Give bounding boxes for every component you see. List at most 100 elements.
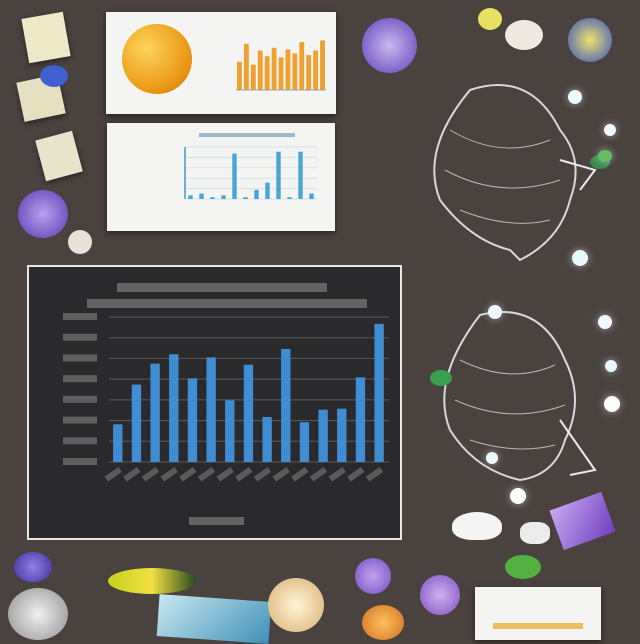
purple-flower-icon-bottom [355,558,391,594]
small-bar [221,195,226,199]
main-x-tick-placeholder [160,467,178,482]
main-bar [206,357,216,462]
white-gem-icon-2 [604,124,616,136]
document-stripe [493,623,583,629]
wireframe-bird-icon-top [433,84,597,262]
main-x-tick-placeholder [328,467,346,482]
small-bar [287,197,292,199]
orange-bar [285,49,291,90]
main-y-tick-placeholder [63,437,97,445]
purple-flower-icon-left [18,190,68,238]
small-bar [188,195,193,199]
white-gem-icon-9 [510,488,526,504]
green-leaf-icon-right [505,555,541,579]
orange-bar [292,53,298,90]
skull-icon [68,230,92,254]
main-y-tick-placeholder [63,313,97,320]
main-x-tick-placeholder [197,467,216,482]
orange-bar [237,61,242,90]
main-y-tick-placeholder [63,395,97,403]
main-x-tick-placeholder [123,467,141,482]
green-gem-icon [598,150,612,162]
banana-icon [108,568,196,594]
white-gem-icon-3 [572,250,588,266]
main-x-tick-placeholder [179,467,197,482]
main-bar [113,424,123,462]
main-x-tick-placeholder [104,467,122,482]
white-gem-icon-5 [598,315,612,329]
main-x-tick-placeholder [365,467,384,482]
wireframe-bird-icon-bottom [443,311,597,482]
white-gem-icon-7 [604,396,620,412]
main-y-tick-placeholder [63,375,97,383]
white-gem-icon-6 [605,360,617,372]
main-bar [225,400,235,462]
main-x-tick-placeholder [253,467,272,482]
middle-card [107,123,335,231]
top-card [106,12,336,114]
small-bar [210,197,215,199]
small-bar [243,197,248,199]
main-bar [374,323,384,462]
orange-bar [306,55,312,90]
small-card-top-left [21,11,71,64]
orange-bar [320,40,325,90]
orange-bar [278,57,284,90]
small-bar [265,182,270,199]
main-bar [243,364,254,462]
leaf-icon-2 [430,370,452,386]
main-chart-svg [63,313,389,482]
orange-sphere-icon [122,24,192,94]
main-x-tick-placeholder [235,467,253,482]
white-gem-icon-4 [488,305,502,319]
main-bar [299,422,310,462]
main-bar-chart [27,265,402,540]
main-y-tick-placeholder [63,416,97,424]
purple-crystal-icon [549,491,616,551]
main-x-tick-placeholder [291,467,309,482]
main-bar [187,378,198,462]
main-x-tick-placeholder [141,467,160,482]
orange-bar [243,43,249,90]
document-icon-bottom-right [475,587,601,640]
main-bar [150,363,160,462]
blue-photo-icon [156,594,272,644]
main-x-tick-placeholder [309,467,328,482]
small-bar [298,151,303,199]
white-gem-icon-8 [486,452,498,464]
paper-flower-icon [268,578,324,632]
main-x-tick-placeholder [347,467,365,482]
white-crystal-icon-2 [520,522,550,544]
small-bar [199,193,204,199]
purple-flower-icon-bottom-left [14,552,52,582]
main-x-tick-placeholder [216,467,234,482]
white-gem-icon-1 [568,90,582,104]
main-bar [262,417,272,462]
purple-flower-icon-top [362,18,417,73]
small-bar [276,151,281,199]
main-chart-title-line-2 [87,299,367,308]
small-card-left-3 [35,130,83,182]
main-bar [281,349,291,462]
silver-plant-icon [8,588,68,640]
orange-bar-chart [232,34,328,102]
orange-bar [264,56,270,90]
orange-bar [271,47,277,90]
orange-bar [257,50,263,90]
main-y-tick-placeholder [63,354,97,362]
small-bar [254,189,259,199]
blue-flower-icon-right [568,18,612,62]
main-bar [169,354,179,462]
orange-bar [299,42,305,90]
small-chart-svg [184,146,317,200]
orange-chart-svg [236,40,326,91]
yellow-gem-icon [478,8,502,30]
main-y-tick-placeholder [63,333,97,341]
main-y-tick-placeholder [63,458,97,465]
main-chart-xlabel-placeholder [189,517,244,525]
small-bar [232,153,237,199]
main-bar [337,408,347,462]
main-x-tick-placeholder [272,467,290,482]
orange-bar [250,64,256,90]
blue-petal-icon-left [40,65,68,87]
